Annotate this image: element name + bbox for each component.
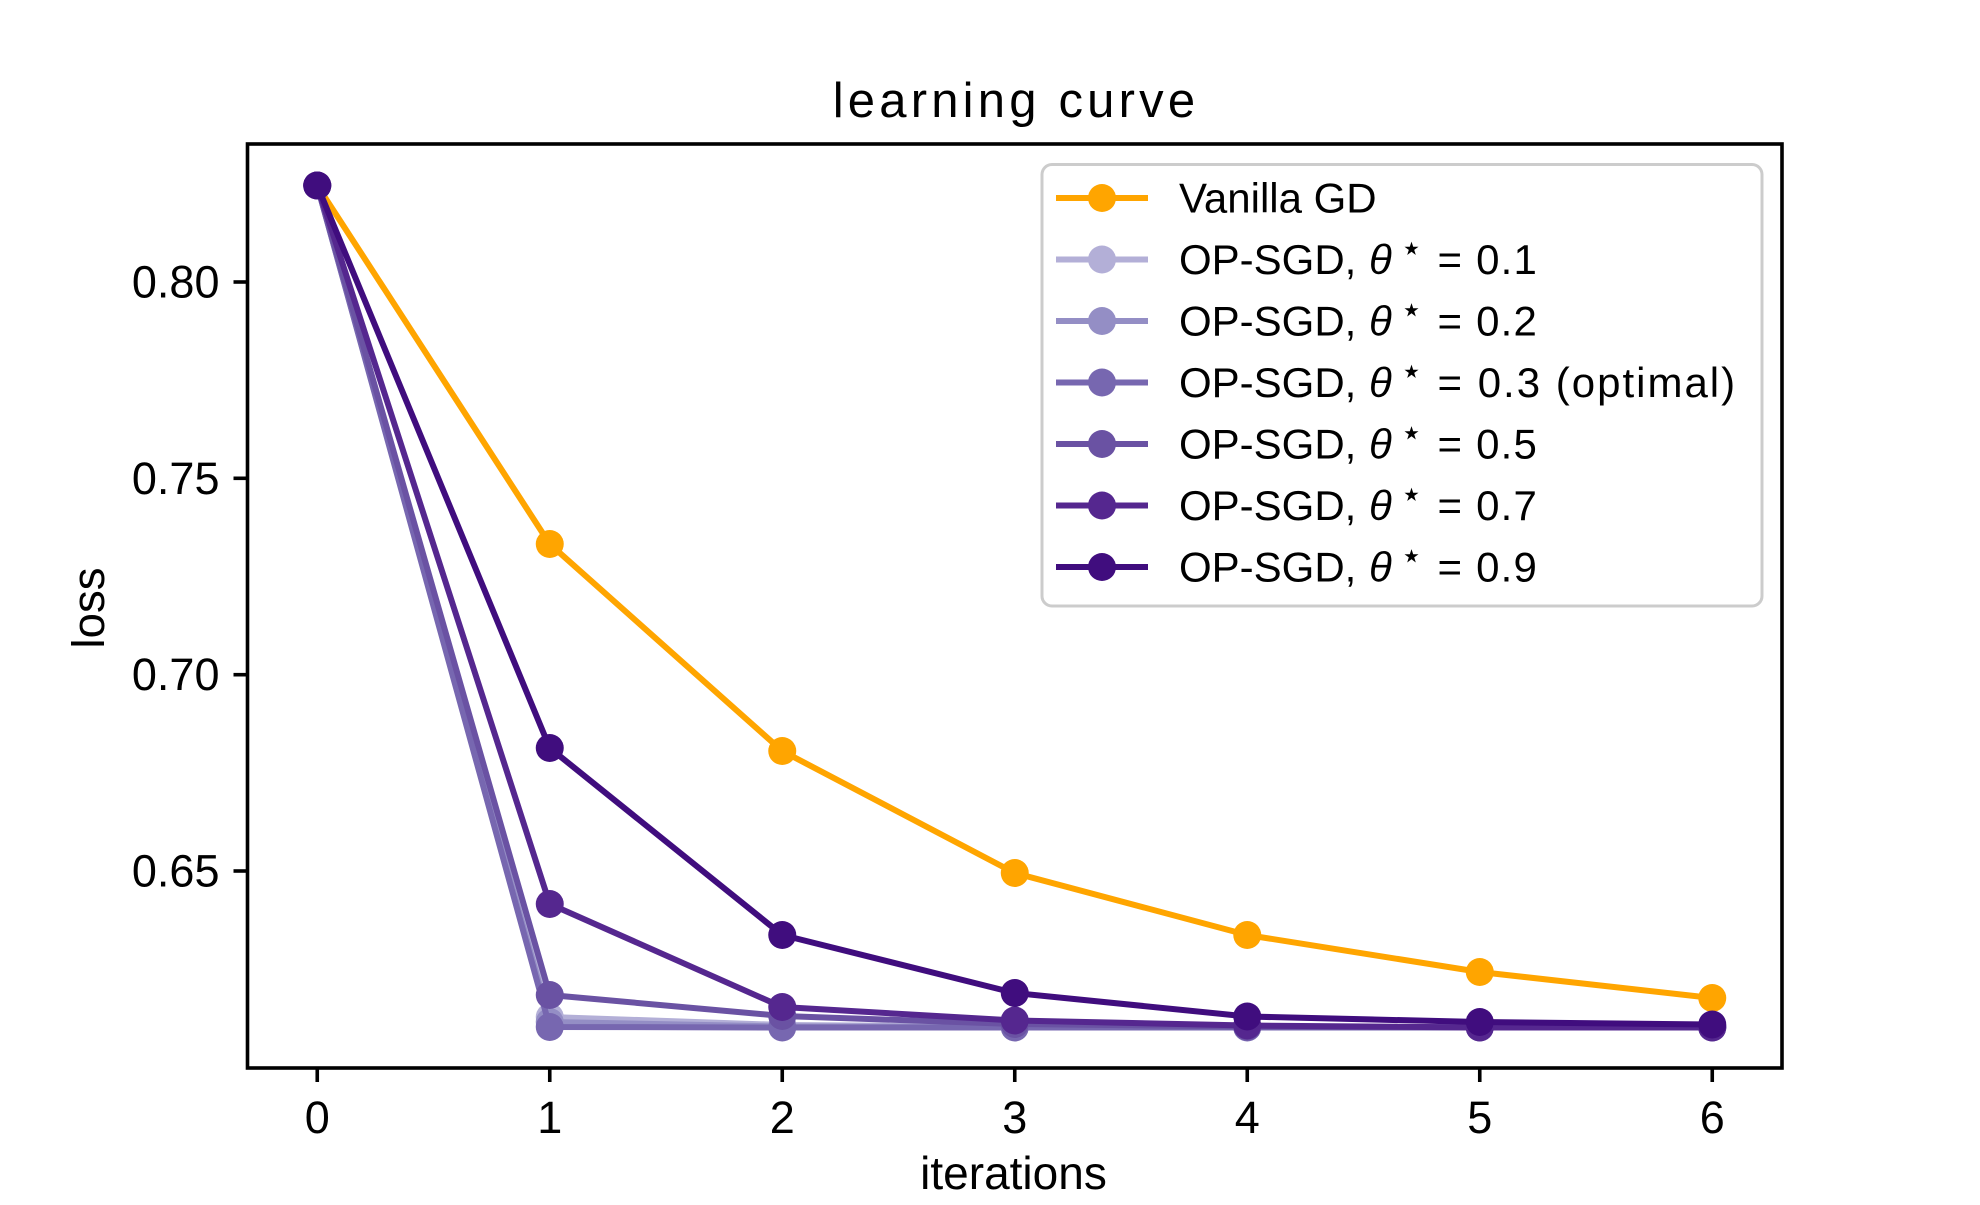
svg-text:θ: θ xyxy=(1369,421,1392,468)
svg-text:0.65: 0.65 xyxy=(132,846,220,897)
svg-text:iterations: iterations xyxy=(920,1147,1107,1199)
svg-text:θ: θ xyxy=(1369,544,1392,591)
svg-text:Vanilla GD: Vanilla GD xyxy=(1179,175,1377,222)
svg-text:learning curve: learning curve xyxy=(833,74,1200,128)
svg-text:0.70: 0.70 xyxy=(132,649,220,700)
svg-text:OP-SGD,: OP-SGD, xyxy=(1179,421,1356,468)
svg-text:= 0.1: = 0.1 xyxy=(1438,236,1539,283)
svg-text:loss: loss xyxy=(63,568,114,649)
svg-text:OP-SGD,: OP-SGD, xyxy=(1179,236,1356,283)
svg-text:2: 2 xyxy=(770,1092,795,1143)
svg-text:= 0.5: = 0.5 xyxy=(1438,421,1539,468)
svg-text:= 0.2: = 0.2 xyxy=(1438,298,1539,345)
svg-text:1: 1 xyxy=(537,1092,562,1143)
svg-text:θ: θ xyxy=(1369,482,1392,529)
svg-text:OP-SGD,: OP-SGD, xyxy=(1179,482,1356,529)
svg-text:= 0.9: = 0.9 xyxy=(1438,544,1539,591)
svg-text:4: 4 xyxy=(1235,1092,1260,1143)
svg-text:3: 3 xyxy=(1002,1092,1027,1143)
svg-text:0.75: 0.75 xyxy=(132,453,220,504)
svg-text:0: 0 xyxy=(305,1092,330,1143)
svg-text:θ: θ xyxy=(1369,298,1392,345)
svg-text:OP-SGD,: OP-SGD, xyxy=(1179,359,1356,406)
svg-text:OP-SGD,: OP-SGD, xyxy=(1179,298,1356,345)
svg-text:0.80: 0.80 xyxy=(132,257,220,308)
svg-text:OP-SGD,: OP-SGD, xyxy=(1179,544,1356,591)
svg-text:= 0.7: = 0.7 xyxy=(1438,482,1539,529)
svg-text:6: 6 xyxy=(1700,1092,1725,1143)
svg-text:5: 5 xyxy=(1467,1092,1492,1143)
svg-text:θ: θ xyxy=(1369,236,1392,283)
svg-text:= 0.3 (optimal): = 0.3 (optimal) xyxy=(1438,359,1738,406)
svg-text:θ: θ xyxy=(1369,359,1392,406)
